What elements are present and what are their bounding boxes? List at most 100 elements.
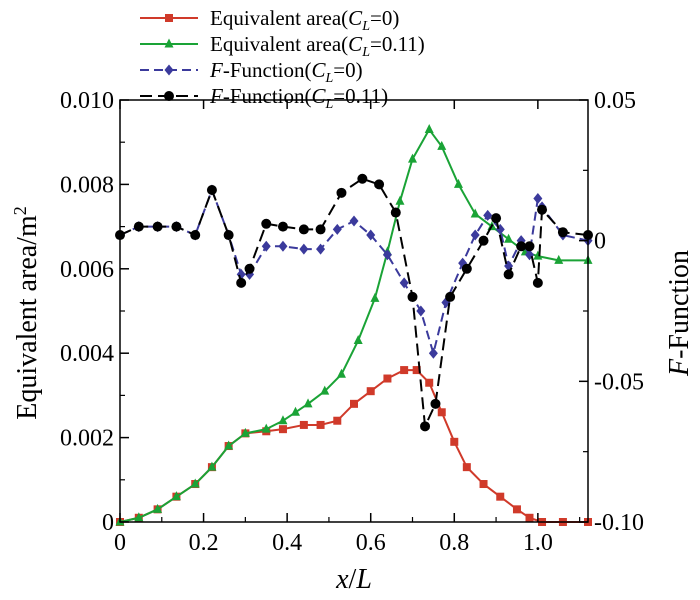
data-point-square <box>383 374 392 383</box>
data-point-square <box>462 463 471 472</box>
data-point-square <box>412 366 421 375</box>
data-point-diamond <box>349 215 359 227</box>
data-point-circle <box>537 204 548 215</box>
legend-label: F-Function(CL=0) <box>209 58 363 86</box>
data-point-square <box>350 399 358 408</box>
data-point-triangle <box>224 440 234 450</box>
data-point-diamond <box>416 305 426 317</box>
data-point-circle <box>261 218 272 229</box>
data-point-circle <box>524 241 535 252</box>
legend: Equivalent area(CL=0)Equivalent area(CL=… <box>140 6 425 112</box>
data-point-circle <box>164 91 174 101</box>
data-point-circle <box>236 277 247 288</box>
data-point-circle <box>532 277 543 288</box>
data-point-diamond <box>428 347 438 359</box>
series-3 <box>115 184 593 359</box>
data-point-triangle <box>395 195 405 205</box>
data-point-triangle <box>190 478 200 488</box>
data-point-diamond <box>299 243 309 255</box>
y-right-axis-title: F-Function <box>664 250 695 377</box>
data-point-diamond <box>332 223 342 235</box>
y-left-axis-title: Equivalent area/m2 <box>10 206 43 419</box>
data-point-square <box>400 366 409 375</box>
data-point-triangle <box>171 491 181 501</box>
x-tick-label: 0.4 <box>272 530 302 556</box>
data-point-diamond <box>366 229 376 241</box>
data-point-square <box>450 437 459 446</box>
data-point-triangle <box>408 153 417 163</box>
series-line <box>119 369 588 523</box>
data-point-circle <box>557 227 568 238</box>
data-point-circle <box>390 207 401 218</box>
y-right-tick-label: -0.05 <box>594 369 644 395</box>
data-point-square <box>278 425 287 434</box>
data-point-circle <box>152 221 163 232</box>
data-point-square <box>425 378 434 387</box>
y-left-tick-label: 0.002 <box>60 426 114 452</box>
data-point-square <box>525 513 534 522</box>
data-point-circle <box>223 230 234 241</box>
data-point-triangle <box>424 124 434 134</box>
data-point-square <box>316 420 325 429</box>
data-point-square <box>479 480 488 489</box>
data-point-square <box>437 408 446 417</box>
series-line <box>119 189 589 355</box>
data-point-triangle <box>533 250 543 260</box>
data-point-circle <box>206 185 217 196</box>
data-point-square <box>366 387 375 396</box>
data-point-circle <box>461 263 472 274</box>
data-point-circle <box>171 221 182 232</box>
data-point-circle <box>298 224 309 235</box>
data-point-square <box>165 14 173 22</box>
data-point-circle <box>190 230 201 241</box>
data-point-circle <box>357 173 368 184</box>
data-point-diamond <box>470 229 480 241</box>
data-point-diamond <box>382 249 392 261</box>
data-point-triangle <box>303 398 313 408</box>
series-4 <box>115 173 593 432</box>
data-point-triangle <box>134 512 144 522</box>
data-point-triangle <box>470 208 480 218</box>
data-point-circle <box>244 263 255 274</box>
legend-label: Equivalent area(CL=0.11) <box>210 32 425 60</box>
data-point-circle <box>277 221 288 232</box>
data-point-triangle <box>453 178 463 188</box>
data-point-circle <box>315 224 326 235</box>
data-point-triangle <box>278 415 288 425</box>
data-point-triangle <box>353 335 363 345</box>
x-axis-title: x/L <box>335 564 372 595</box>
data-point-diamond <box>278 240 288 252</box>
data-point-triangle <box>336 368 346 378</box>
data-point-circle <box>491 213 502 224</box>
data-point-triangle <box>504 233 514 243</box>
data-point-triangle <box>370 292 380 302</box>
data-point-triangle <box>320 385 330 395</box>
y-left-tick-label: 0.004 <box>60 341 114 367</box>
data-point-circle <box>407 291 418 302</box>
data-point-circle <box>478 235 489 246</box>
x-tick-label: 0.2 <box>189 530 219 556</box>
data-point-triangle <box>153 503 163 513</box>
data-point-triangle <box>207 461 217 471</box>
data-point-diamond <box>261 240 271 252</box>
data-point-square <box>512 505 521 514</box>
x-tick-label: 1.0 <box>523 530 553 556</box>
data-point-diamond <box>164 64 174 76</box>
legend-label: F-Function(CL=0.11) <box>209 84 388 112</box>
legend-entry-4: F-Function(CL=0.11) <box>140 84 388 112</box>
x-tick-label: 0 <box>114 530 126 556</box>
legend-entry-2: Equivalent area(CL=0.11) <box>140 32 425 60</box>
y-left-tick-label: 0.010 <box>60 88 114 114</box>
series-1 <box>116 366 592 526</box>
data-point-triangle <box>164 38 174 48</box>
x-tick-label: 0.8 <box>439 530 469 556</box>
data-point-square <box>333 416 342 425</box>
data-point-circle <box>420 421 431 432</box>
y-right-tick-label: 0.05 <box>594 88 636 114</box>
plot-frame <box>119 99 589 523</box>
data-point-circle <box>336 187 347 198</box>
data-point-triangle <box>554 254 564 264</box>
data-point-triangle <box>291 406 300 416</box>
data-point-circle <box>503 269 514 280</box>
